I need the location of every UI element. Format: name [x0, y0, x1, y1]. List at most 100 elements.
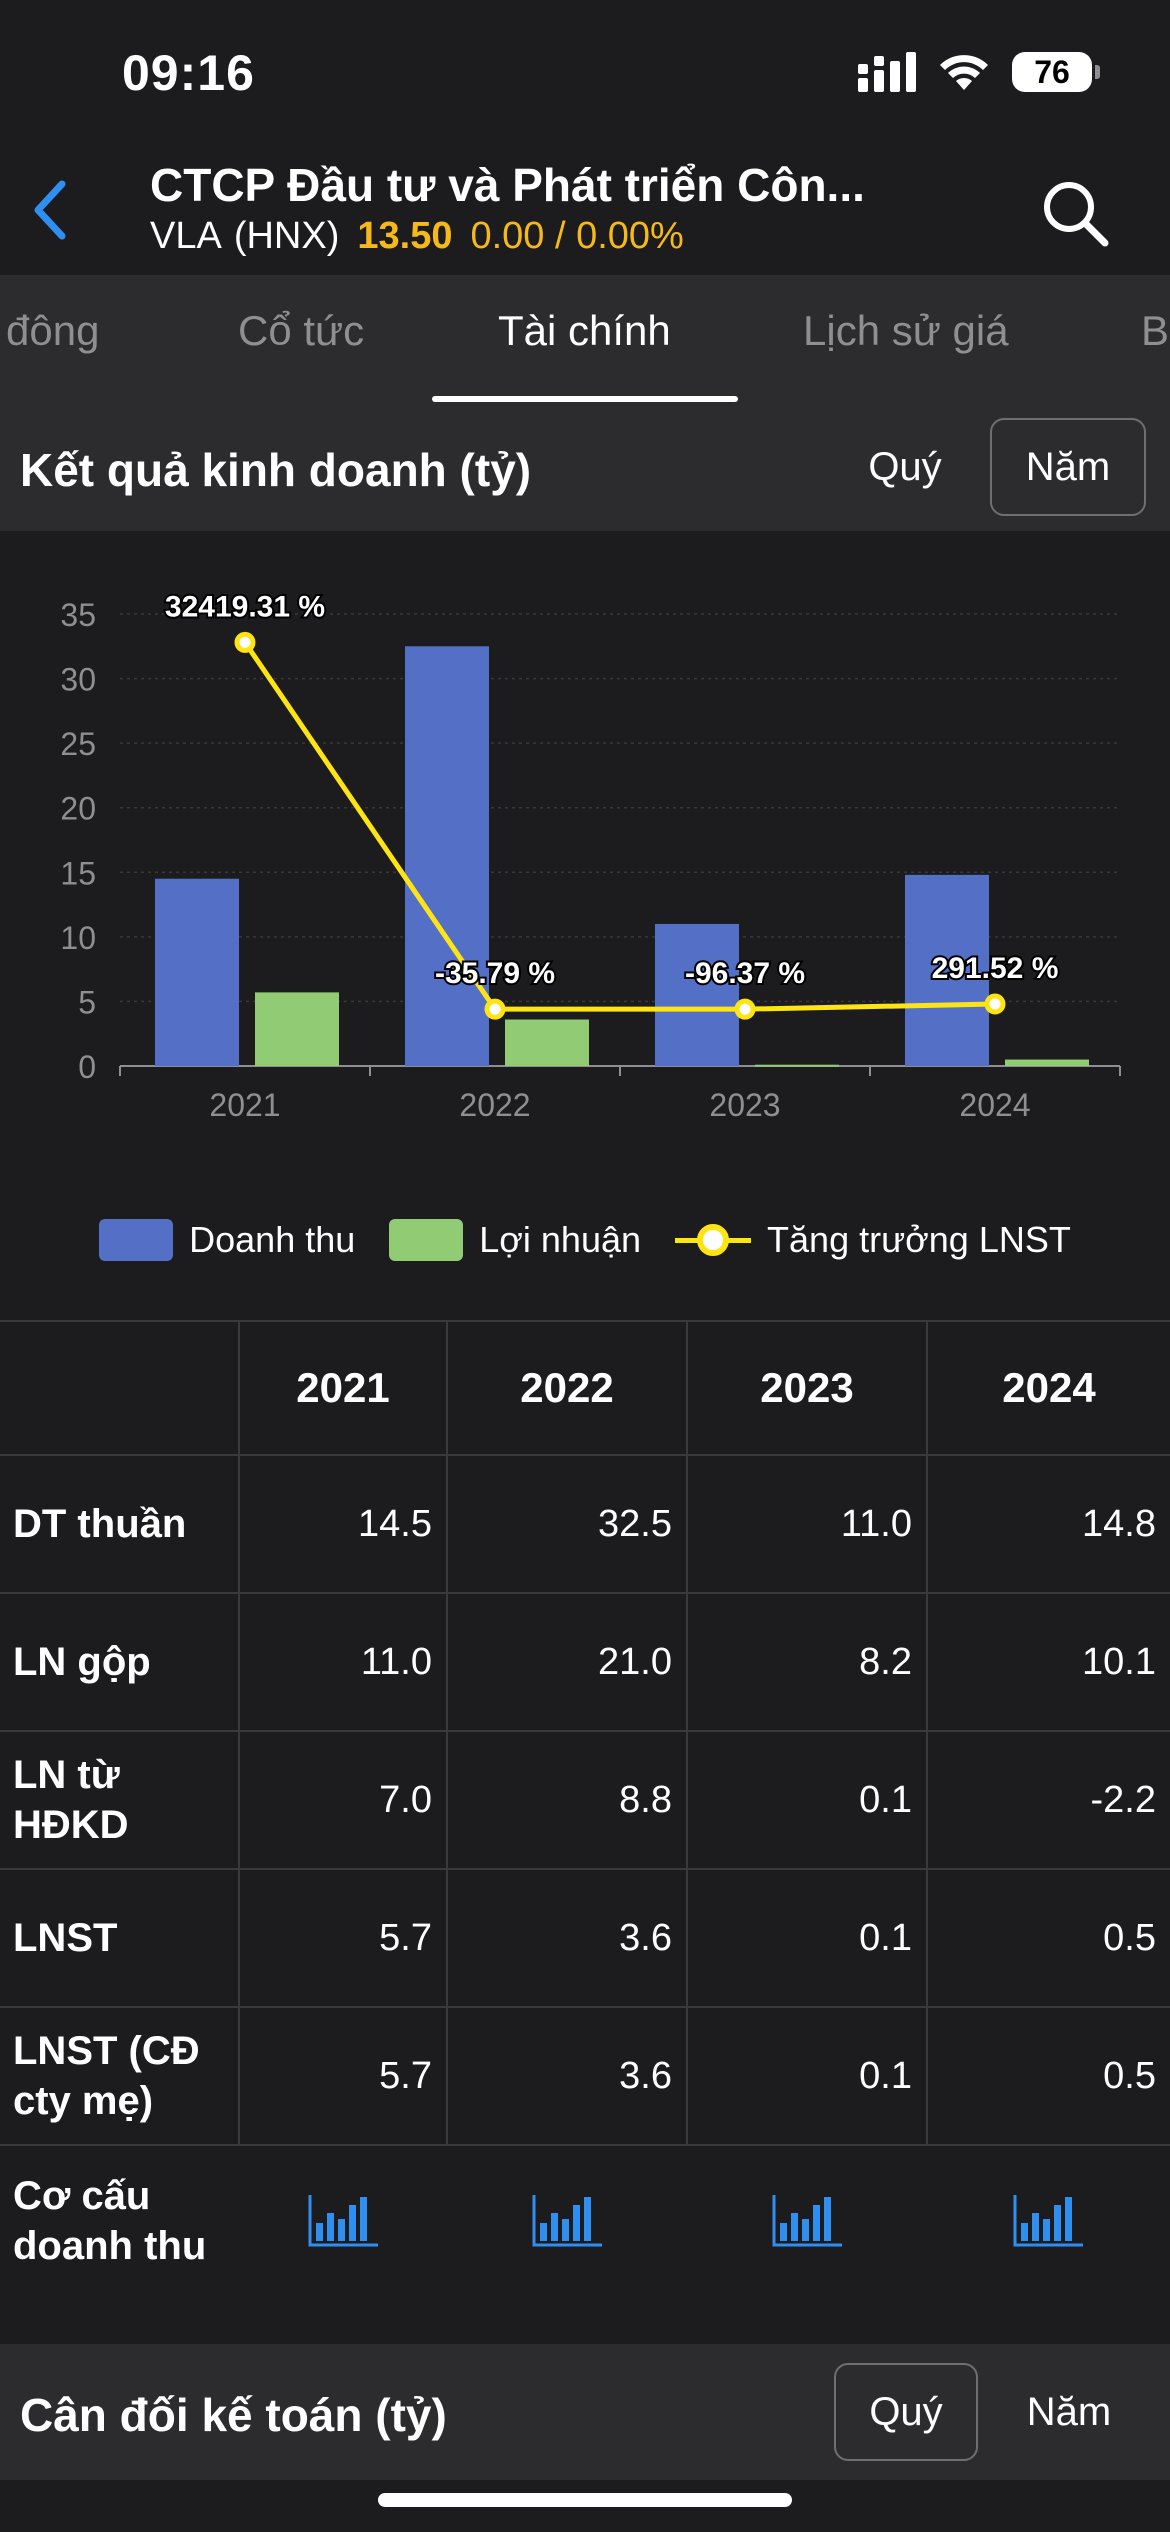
row-value: 8.2: [688, 1594, 928, 1730]
y-tick-label: 35: [60, 597, 96, 633]
table-header-row: 2021 2022 2023 2024: [0, 1320, 1170, 1456]
tab-shareholders[interactable]: đông: [6, 307, 100, 354]
growth-point: [484, 998, 506, 1020]
profit-bar: [755, 1064, 839, 1067]
row-label: LNST: [0, 1870, 240, 2006]
income-chart: 0 5 10 15 20 25 30 35 2021 2022 2023 2024 32419.31 %…: [0, 538, 1170, 1320]
y-tick-label: 25: [60, 726, 96, 762]
table-row: DT thuần 14.5 32.5 11.0 14.8: [0, 1456, 1170, 1594]
income-section-title: Kết quả kinh doanh (tỷ): [20, 444, 532, 496]
revenue-structure-row: Cơ cấu doanh thu: [0, 2146, 1170, 2296]
y-tick-label: 30: [60, 662, 96, 698]
exchange-name: (HNX): [233, 215, 340, 257]
growth-data-label: -35.79 %: [435, 957, 555, 990]
x-tick-label: 2023: [709, 1087, 780, 1123]
battery-level: 76: [1034, 53, 1070, 90]
row-label: LN gộp: [0, 1594, 240, 1730]
wifi-icon: [940, 55, 988, 90]
row-value: 0.1: [688, 1732, 928, 1868]
tab-finance[interactable]: Tài chính: [498, 307, 671, 354]
table-row: LN gộp 11.0 21.0 8.2 10.1: [0, 1594, 1170, 1732]
income-chart-svg: 0 5 10 15 20 25 30 35 2021 2022 2023 2024 32419.31 %…: [60, 588, 1121, 1123]
company-name: CTCP Đầu tư và Phát triển Côn...: [150, 159, 865, 211]
revenue-structure-label: Cơ cấu doanh thu: [13, 2174, 207, 2268]
row-value: 3.6: [448, 1870, 688, 2006]
tab-more[interactable]: B: [1141, 307, 1170, 354]
revenue-bar: [905, 874, 989, 1066]
legend-label-growth: Tăng trưởng LNST: [767, 1219, 1071, 1260]
tab-bar: đông Cổ tức Tài chính Lịch sử giá B: [0, 275, 1170, 403]
active-tab-indicator: [432, 396, 738, 402]
chart-legend: Doanh thu Lợi nhuận .legend-line::before…: [0, 1215, 1170, 1265]
ticker-symbol: VLA: [150, 215, 222, 257]
legend-label-revenue: Doanh thu: [189, 1219, 356, 1260]
row-value: 14.5: [240, 1456, 448, 1592]
back-button[interactable]: [20, 170, 80, 250]
home-indicator: [378, 2493, 792, 2507]
row-value: -2.2: [1090, 1778, 1156, 1821]
search-button[interactable]: [1030, 168, 1120, 258]
bar-chart-icon[interactable]: [928, 2146, 1170, 2296]
profit-bar: [505, 1019, 589, 1066]
row-value: 21.0: [448, 1594, 688, 1730]
row-value: 0.1: [688, 1870, 928, 2006]
status-time: 09:16: [122, 45, 255, 101]
y-tick-label: 10: [60, 920, 96, 956]
row-value: 32.5: [448, 1456, 688, 1592]
legend-label-profit: Lợi nhuận: [479, 1219, 642, 1260]
legend-item-revenue[interactable]: Doanh thu: [99, 1219, 355, 1261]
bar-chart-icon[interactable]: [688, 2146, 928, 2296]
x-tick-label: 2024: [959, 1087, 1030, 1123]
y-tick-label: 15: [60, 855, 96, 891]
balance-section-title: Cân đối kế toán (tỷ): [20, 2389, 447, 2441]
balance-year-button[interactable]: Năm: [1026, 2389, 1112, 2434]
table-corner: [0, 1322, 240, 1454]
current-price: 13.50: [357, 215, 453, 257]
growth-data-label: -96.37 %: [685, 957, 805, 990]
income-quarter-button[interactable]: Quý: [868, 444, 942, 489]
growth-line: [242, 641, 996, 1012]
tab-dividends[interactable]: Cổ tức: [238, 307, 365, 354]
row-value: 0.1: [688, 2008, 928, 2144]
stock-header: CTCP Đầu tư và Phát triển Côn... VLA (HN…: [0, 150, 1170, 275]
row-value: 5.7: [240, 1870, 448, 2006]
growth-data-label: 32419.31 %: [165, 590, 325, 623]
row-value: 11.0: [240, 1594, 448, 1730]
x-tick-label: 2022: [459, 1087, 530, 1123]
row-value: 3.6: [448, 2008, 688, 2144]
income-year-button[interactable]: Năm: [990, 418, 1146, 516]
growth-point: [734, 998, 756, 1020]
legend-item-profit[interactable]: Lợi nhuận: [389, 1219, 641, 1261]
bar-chart-icon[interactable]: [448, 2146, 688, 2296]
profit-bar: [1005, 1059, 1089, 1066]
growth-data-label: 291.52 %: [932, 952, 1059, 985]
row-label: LNST (CĐ cty mẹ): [0, 2008, 240, 2144]
row-value: 5.7: [240, 2008, 448, 2144]
quote-line: VLA (HNX) 13.50 0.00 / 0.00%: [150, 215, 684, 258]
bar-chart-icon[interactable]: [240, 2146, 448, 2296]
balance-quarter-button[interactable]: Quý: [834, 2363, 978, 2461]
tab-price-history[interactable]: Lịch sử giá: [803, 307, 1009, 354]
table-row: LNST (CĐ cty mẹ) 5.7 3.6 0.1 0.5: [0, 2008, 1170, 2146]
row-value: 14.8: [1082, 1502, 1156, 1545]
year-header: 2023: [688, 1322, 928, 1454]
row-value: 11.0: [688, 1456, 928, 1592]
chevron-left-icon: [34, 180, 66, 240]
row-value: 0.5: [1103, 2054, 1156, 2097]
revenue-bar: [405, 646, 489, 1066]
price-change: 0.00 / 0.00%: [470, 215, 684, 257]
row-label: LN từ HĐKD: [0, 1732, 240, 1868]
row-value: 10.1: [1082, 1640, 1156, 1683]
status-bar: 09:16 76: [0, 0, 1170, 150]
legend-item-growth[interactable]: .legend-line::before{background:#ffe413}…: [675, 1219, 1071, 1261]
x-tick-label: 2021: [209, 1087, 280, 1123]
balance-section-header: Cân đối kế toán (tỷ) Quý Năm: [0, 2344, 1170, 2480]
year-header: 2021: [240, 1322, 448, 1454]
y-tick-label: 0: [78, 1049, 96, 1085]
y-tick-label: 20: [60, 791, 96, 827]
row-value: 0.5: [1103, 1916, 1156, 1959]
revenue-bar: [655, 923, 739, 1066]
y-tick-label: 5: [78, 984, 96, 1020]
row-value: 8.8: [448, 1732, 688, 1868]
legend-swatch-revenue: [99, 1219, 174, 1261]
